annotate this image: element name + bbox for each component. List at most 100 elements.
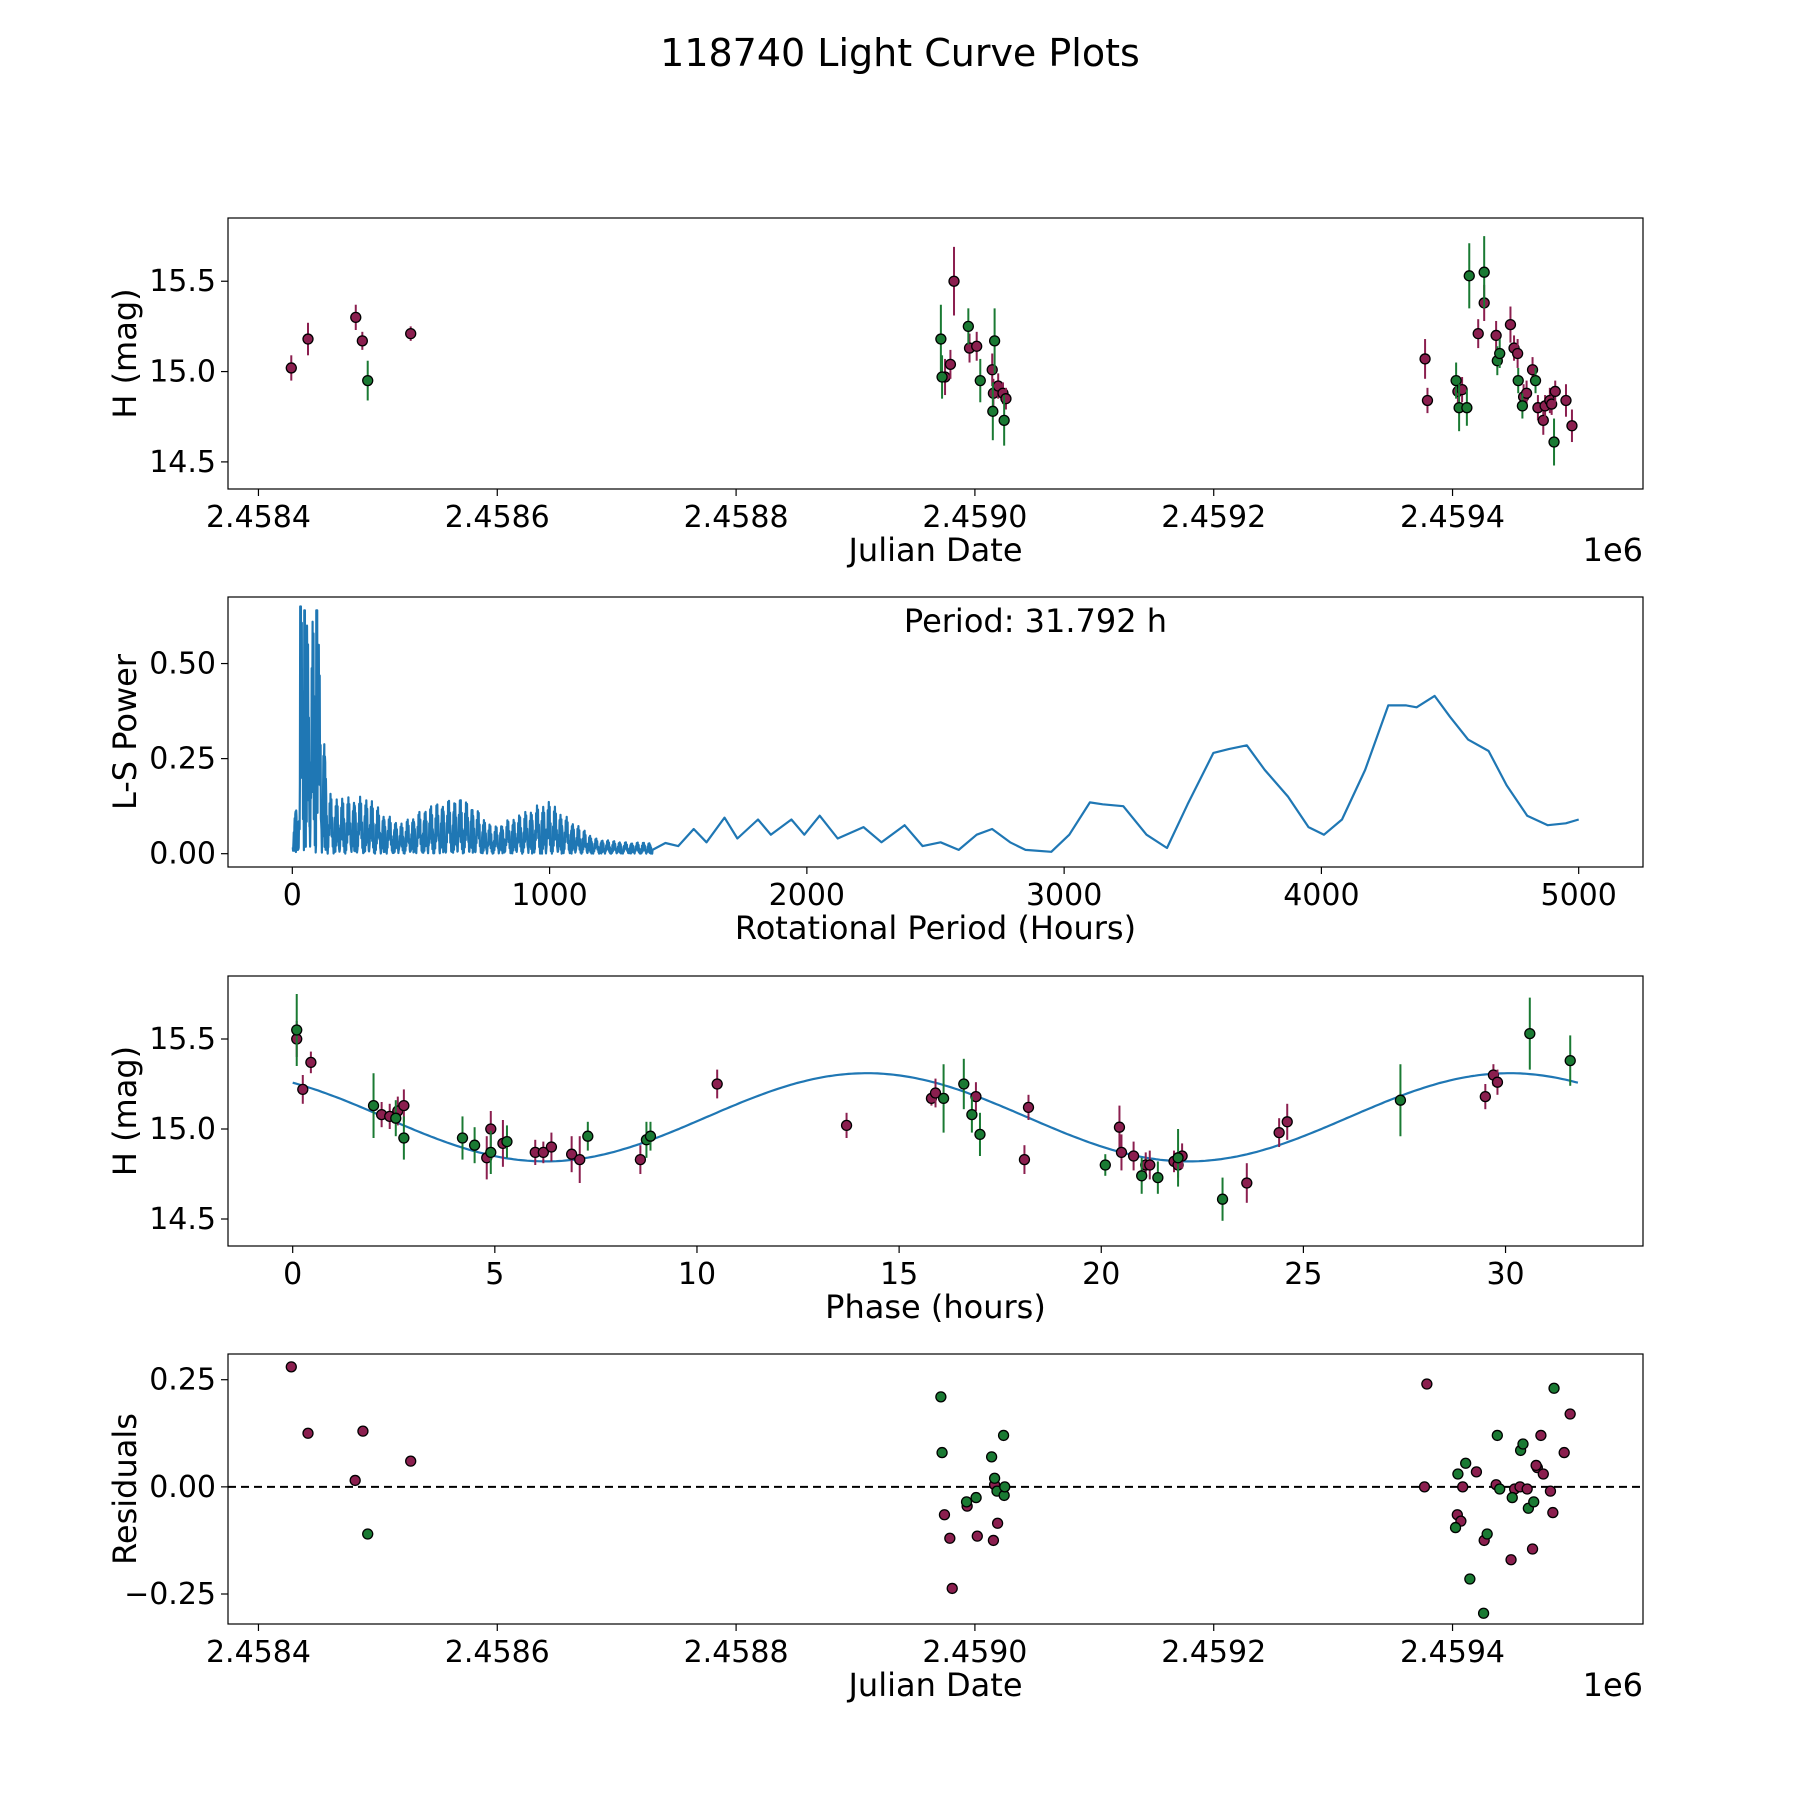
data-point: [948, 275, 960, 287]
data-point: [1529, 374, 1542, 387]
data-point: [971, 340, 983, 352]
data-point: [1530, 1459, 1542, 1472]
data-point: [970, 1491, 982, 1504]
data-point: [1504, 318, 1517, 331]
data-point: [1494, 1483, 1506, 1495]
data-point: [1418, 1481, 1431, 1493]
data-point: [1478, 266, 1490, 278]
y-tick-label: 0.50: [149, 647, 216, 682]
data-point: [998, 414, 1010, 426]
y-tick-label: 15.5: [149, 1022, 216, 1057]
x-tick-label: 2.4584: [206, 500, 311, 535]
data-point: [971, 1530, 983, 1542]
data-point: [1490, 329, 1502, 342]
data-point: [1115, 1146, 1128, 1159]
plot-frame: [227, 1353, 1644, 1625]
data-point: [350, 311, 362, 324]
x-tick-label: 2.4594: [1400, 500, 1505, 535]
data-point: [291, 1024, 303, 1036]
data-point: [1517, 1438, 1529, 1450]
x-tick-label: 2.4588: [684, 1635, 789, 1670]
data-point: [1452, 1468, 1464, 1480]
data-point: [405, 1455, 417, 1467]
data-point: [966, 1108, 978, 1121]
data-point: [936, 1446, 948, 1459]
data-point: [935, 1391, 947, 1403]
data-point: [1537, 414, 1549, 426]
data-point: [1152, 1171, 1164, 1184]
x-offset-label: 1e6: [1583, 1666, 1643, 1704]
data-point: [1528, 1496, 1540, 1508]
data-point: [1477, 1607, 1490, 1619]
y-tick-label: 15.5: [149, 264, 216, 299]
data-point: [937, 1092, 950, 1105]
data-point: [1113, 1121, 1126, 1133]
x-tick-label: 0: [283, 1257, 302, 1292]
x-tick-label: 2.4584: [206, 1635, 311, 1670]
data-point: [929, 1087, 942, 1099]
data-point: [634, 1153, 647, 1166]
y-tick-label: 14.5: [149, 445, 216, 480]
data-point: [565, 1148, 578, 1160]
data-point: [362, 1528, 374, 1540]
data-point: [1172, 1152, 1184, 1164]
data-point: [1505, 1554, 1517, 1566]
x-tick-label: 2.4594: [1400, 1635, 1505, 1670]
data-point: [840, 1119, 853, 1132]
x-tick-label: 1000: [511, 878, 587, 913]
x-tick-label: 2.4590: [922, 500, 1027, 535]
data-point: [1450, 374, 1462, 387]
data-point: [644, 1130, 657, 1142]
data-point: [1547, 1506, 1559, 1519]
data-point: [1549, 385, 1561, 398]
data-point: [398, 1099, 410, 1112]
data-point: [1394, 1094, 1407, 1106]
y-tick-label: 14.5: [149, 1202, 216, 1237]
data-point: [537, 1146, 549, 1159]
data-point: [1421, 394, 1434, 407]
data-point: [1273, 1126, 1285, 1139]
period-annotation: Period: 31.792 h: [904, 602, 1167, 640]
y-tick-label: −0.25: [124, 1577, 216, 1612]
x-tick-label: 2.4592: [1161, 1635, 1266, 1670]
x-tick-label: 10: [678, 1257, 716, 1292]
data-point: [1281, 1116, 1293, 1128]
data-point: [997, 1429, 1010, 1442]
data-point: [1544, 1485, 1557, 1497]
data-point: [1136, 1170, 1148, 1182]
data-point: [1558, 1446, 1570, 1459]
data-point: [1421, 1378, 1433, 1390]
y-tick-label: 15.0: [149, 355, 216, 390]
figure-title: 118740 Light Curve Plots: [660, 31, 1140, 75]
x-axis-label: Phase (hours): [825, 1288, 1046, 1326]
data-point: [1491, 1429, 1503, 1442]
plot-frame: [227, 975, 1644, 1247]
data-point: [405, 327, 417, 340]
data-point: [1472, 327, 1484, 340]
data-point: [1546, 398, 1558, 410]
data-point: [1144, 1159, 1156, 1171]
data-point: [297, 1083, 309, 1096]
data-point: [938, 1509, 951, 1521]
data-point: [944, 1532, 956, 1544]
data-point: [1216, 1193, 1229, 1205]
data-point: [987, 1534, 1000, 1547]
data-point: [398, 1132, 410, 1144]
data-point: [1449, 1521, 1462, 1534]
data-point: [988, 1472, 1001, 1484]
data-point: [1521, 1483, 1533, 1495]
data-point: [1524, 1027, 1536, 1040]
periodogram-line: [291, 605, 1580, 855]
x-tick-label: 2.4586: [445, 500, 550, 535]
data-point: [958, 1078, 970, 1090]
plot-area: [285, 236, 1578, 466]
data-point: [1548, 1382, 1560, 1394]
x-tick-label: 25: [1284, 1257, 1322, 1292]
data-point: [1464, 1573, 1476, 1585]
x-axis-label: Julian Date: [846, 531, 1022, 569]
data-point: [962, 320, 974, 333]
data-point: [1470, 1466, 1483, 1478]
data-point: [468, 1139, 481, 1151]
data-point: [1491, 1076, 1504, 1088]
